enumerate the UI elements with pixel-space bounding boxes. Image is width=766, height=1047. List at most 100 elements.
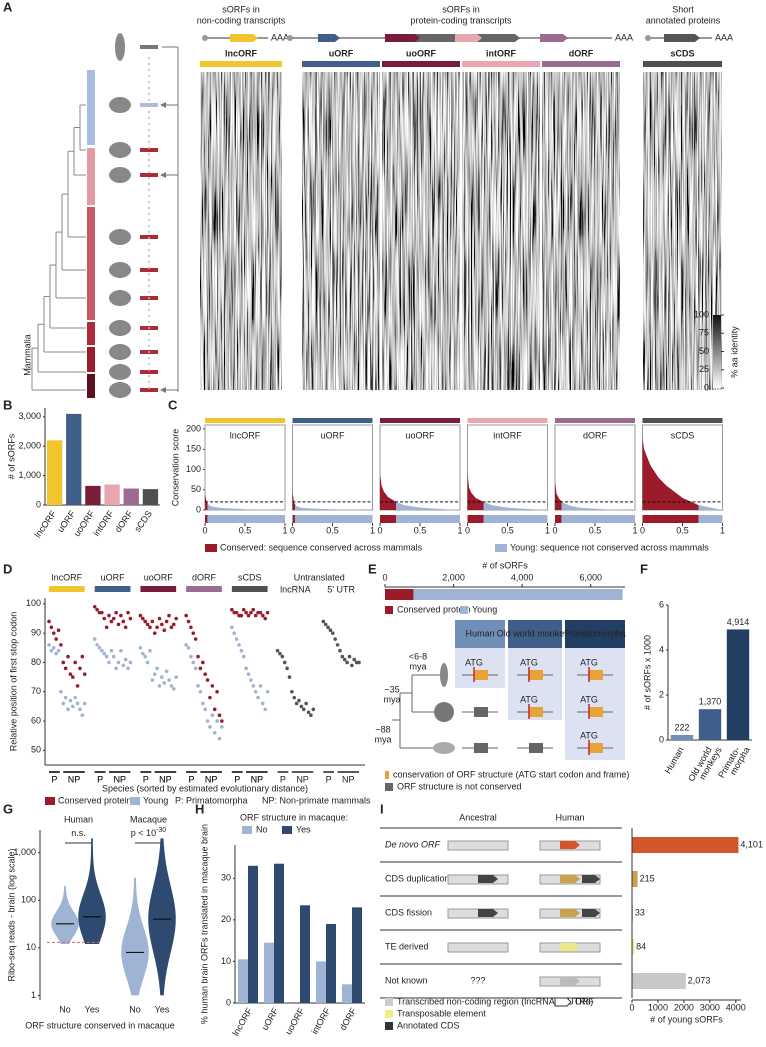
cap [645, 35, 651, 41]
untranslated-point [331, 631, 335, 635]
violin [78, 838, 106, 945]
x-tick-label: P [97, 774, 103, 784]
arrow-head [160, 172, 166, 178]
unknown-label: ??? [470, 975, 485, 985]
clade-label: Mammalia [22, 334, 32, 376]
orf-type-bar [462, 61, 540, 67]
bar [248, 865, 258, 1003]
untranslated-point [347, 654, 352, 659]
untranslated-point [282, 660, 287, 665]
species-orf [140, 45, 158, 49]
conserved-point [100, 610, 104, 615]
y-axis-title: # of sORFs [6, 433, 16, 479]
young-point [171, 687, 176, 691]
orf-conserved [474, 670, 488, 680]
legend-swatch [385, 998, 393, 1006]
legend-swatch [45, 797, 55, 805]
alignment-dot [148, 93, 150, 95]
young-point [186, 646, 191, 650]
conserved-point [205, 678, 210, 682]
alignment-dot [148, 219, 150, 221]
x-tick-label: P [51, 774, 57, 784]
column-header [508, 620, 562, 648]
alignment-dot [148, 279, 150, 281]
codon-label: ATG [580, 694, 598, 704]
column-header [455, 620, 505, 648]
orf-conserved [589, 707, 603, 717]
x-tick-label: P [51, 774, 57, 784]
conserved-point [186, 619, 191, 624]
bar-segment [385, 589, 414, 600]
young-point [71, 704, 75, 709]
species-icon [109, 320, 131, 336]
time-label: mya [374, 734, 391, 744]
value-label: 2,073 [688, 975, 711, 985]
x-tick-label: 0.5 [414, 525, 427, 535]
x-tick-label: 1 [370, 525, 375, 535]
alignment-dot [148, 231, 150, 233]
conserved-point [184, 613, 188, 618]
young-point [263, 707, 267, 712]
orf-not-conserved [474, 743, 488, 753]
young-point [212, 730, 217, 735]
group-title: Untranslated [294, 572, 345, 582]
orf-type-label: sCDS [670, 48, 694, 58]
conserved-point [261, 613, 265, 618]
conserved-point [141, 616, 145, 621]
panel-label: A [3, 0, 13, 14]
x-tick-label: dORF [338, 1006, 359, 1032]
y-tick-label: 100 [26, 598, 41, 608]
colorbar-tick: 50 [699, 346, 709, 356]
conservation-area [380, 473, 460, 510]
young-point [92, 637, 97, 641]
clade-bar [87, 374, 95, 398]
young-point [217, 736, 222, 741]
alignment-dot [148, 363, 150, 365]
untranslated-point [345, 660, 349, 665]
y-tick-label: 0 [226, 997, 231, 1007]
young-point [80, 713, 85, 717]
row-label: TE derived [385, 941, 429, 951]
untranslated-point [335, 643, 340, 647]
young-point [169, 684, 174, 688]
x-tick-label: dORF [113, 508, 135, 534]
conserved-point [263, 616, 267, 621]
x-tick-label: 0 [290, 525, 295, 535]
x-tick-label: P [143, 774, 149, 784]
y-tick-label: 150 [186, 444, 201, 454]
orf-arrow [560, 841, 580, 849]
y-tick-label: 100 [21, 895, 36, 905]
legend-label: No [256, 824, 268, 834]
colorbar-title: % aa identity [729, 326, 739, 378]
x-tick-label: intORF [309, 1006, 332, 1036]
untranslated-point [275, 648, 280, 653]
y-axis-title: % human brain ORFs translated in macaque… [199, 824, 209, 1024]
untranslated-point [323, 622, 328, 627]
species-orf [140, 268, 158, 272]
bar [726, 629, 750, 740]
row-label: CDS fission [385, 907, 432, 917]
conserved-point [210, 684, 215, 688]
x-tick-label: NP [68, 774, 81, 784]
panel-title: lncORF [230, 430, 261, 440]
untranslated-point [299, 704, 304, 709]
untranslated-point [287, 675, 292, 679]
codon-label: ATG [465, 657, 483, 667]
clade-bar [87, 148, 95, 205]
conserved-point [54, 637, 58, 641]
column-header [565, 620, 625, 648]
y-tick-label: 2 [659, 689, 664, 699]
alignment-dot [148, 87, 150, 89]
group-title: sORFs in [222, 4, 260, 14]
conservation-area [555, 481, 635, 510]
young-point [82, 701, 87, 706]
conserved-point [246, 613, 251, 618]
alignment-dot [148, 345, 150, 347]
young-point [253, 689, 258, 694]
species-orf [140, 388, 158, 392]
conserved-point [162, 628, 167, 633]
ancestral-region [447, 942, 509, 953]
clade-bar [87, 322, 95, 345]
value-label: 215 [640, 873, 655, 883]
young-point [189, 654, 193, 659]
